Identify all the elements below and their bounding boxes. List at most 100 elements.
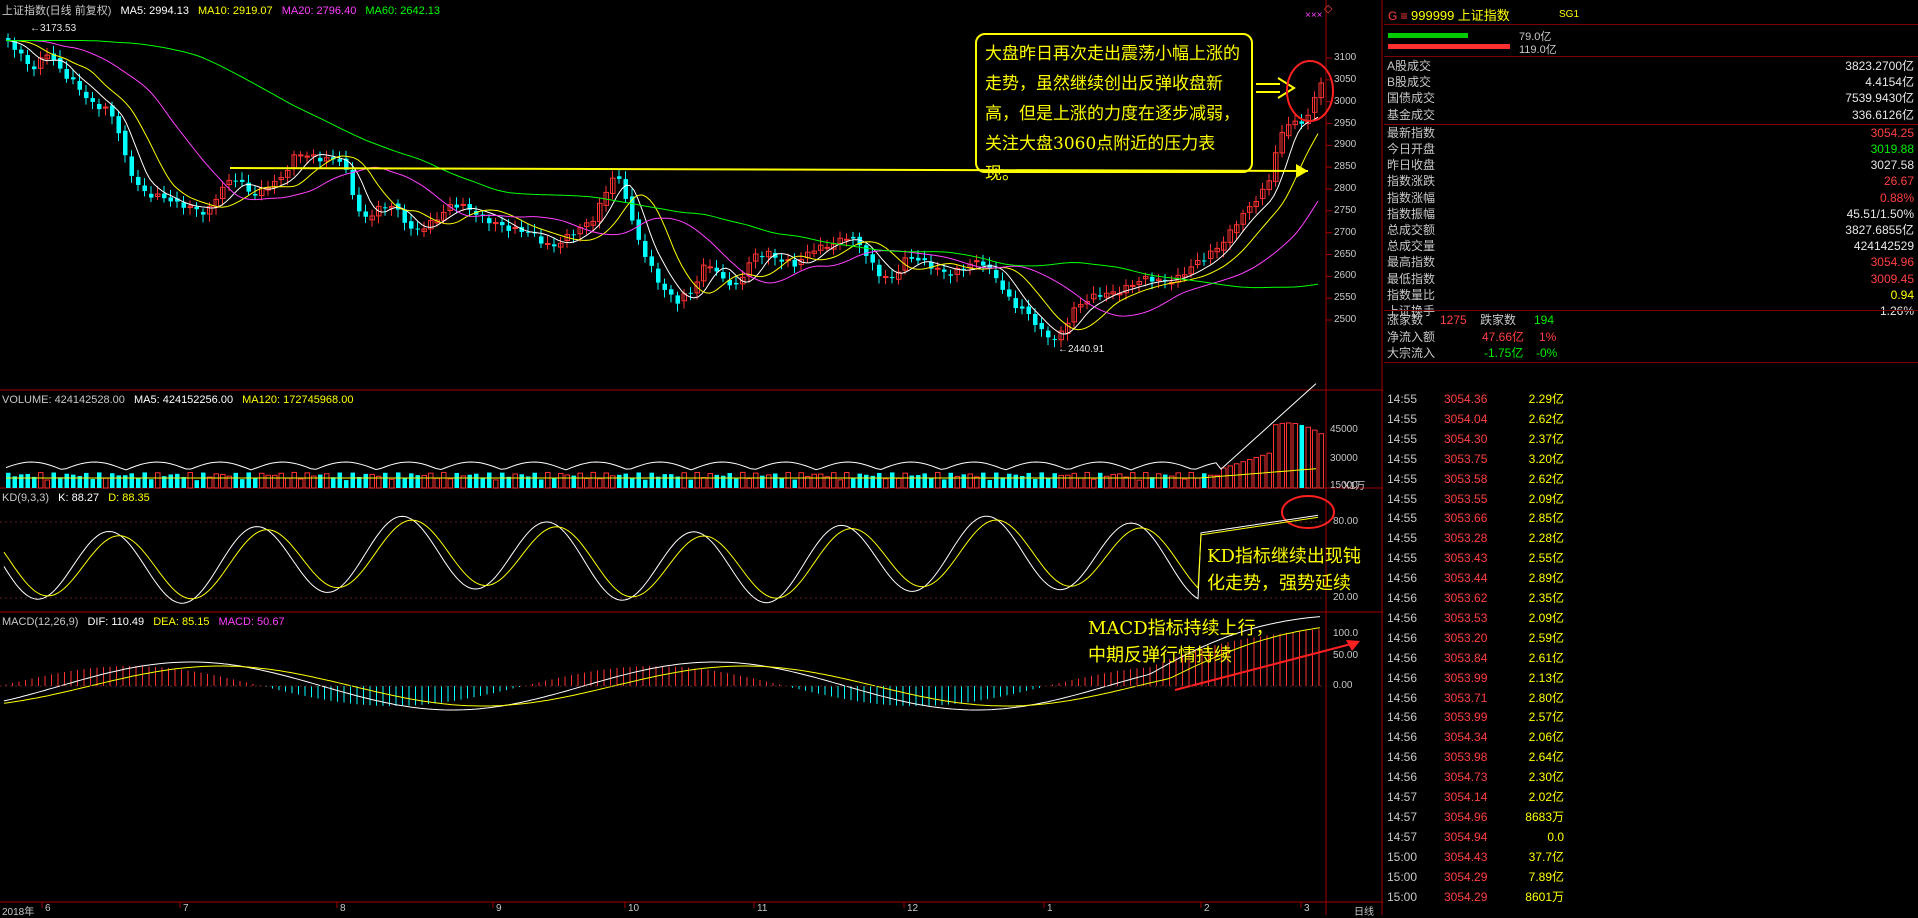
kd-annotation-line-2: 化走势，强势延续 (1207, 573, 1351, 594)
candle-body (369, 215, 375, 221)
volume-bar (207, 476, 213, 489)
trade-row: 14:56 3053.20 2.59亿 (1384, 630, 1918, 647)
ma5-label: MA5: 2994.13 (120, 5, 189, 17)
price-tick-label: 3050 (1334, 73, 1357, 85)
volume-bar (877, 472, 882, 488)
candle-body (1013, 298, 1018, 309)
stock-header[interactable]: G ≡ 999999 上证指数 (1388, 5, 1510, 24)
candle-body (961, 268, 966, 270)
candle-body (1247, 206, 1253, 213)
volume-bar (590, 471, 596, 489)
candle-body (187, 205, 193, 208)
volume-bar (1084, 471, 1090, 489)
volume-bar (12, 476, 17, 488)
trade-price: 3054.94 (1444, 829, 1488, 844)
candle-body (727, 279, 732, 286)
candle-body (64, 69, 69, 79)
candle-body (1078, 304, 1084, 308)
stat-row: 总成交额 3827.6855亿 (1384, 222, 1918, 239)
candle-body (272, 180, 278, 188)
candle-body (253, 193, 258, 196)
candle-body (753, 253, 759, 262)
candle-body (636, 219, 641, 240)
trade-price: 3054.29 (1444, 869, 1488, 884)
trade-time: 14:55 (1387, 471, 1418, 486)
volume-bar (929, 477, 934, 488)
volume-bar (942, 479, 947, 488)
candle-body (656, 268, 661, 283)
candle-body (454, 204, 459, 208)
volume-bar (519, 474, 524, 488)
candle-body (123, 130, 128, 156)
volume-bar (272, 474, 278, 489)
volume-bar (909, 475, 914, 488)
candle-body (1098, 295, 1103, 297)
stat-row: 上证换手 1.26% (1384, 303, 1918, 320)
trade-volume: 0.0 (1547, 829, 1564, 844)
trade-time: 15:00 (1387, 889, 1418, 904)
volume-bar (421, 474, 427, 489)
volume-bar (1065, 474, 1071, 489)
candle-body (1046, 330, 1051, 338)
volume-bar (870, 475, 875, 488)
candle-body (1123, 285, 1129, 294)
candle-body (1266, 180, 1272, 191)
candle-body (162, 193, 167, 199)
chart-area[interactable]: 上证指数(日线 前复权) MA5: 2994.13 MA10: 2919.07 … (0, 0, 1383, 918)
candle-body (844, 238, 850, 241)
trade-price: 3053.66 (1444, 511, 1488, 526)
trade-price: 3053.43 (1444, 551, 1488, 566)
volume-bar (298, 478, 304, 489)
candle-body (1052, 338, 1057, 340)
candle-body (896, 271, 902, 280)
stat-row: 指数涨跌 26.67 (1384, 173, 1918, 190)
trade-volume: 7.89亿 (1528, 869, 1564, 884)
candle-body (1234, 224, 1240, 234)
trade-row: 14:57 3054.96 8683万 (1384, 809, 1918, 826)
stock-code: 999999 (1411, 8, 1455, 23)
trade-row: 14:56 3053.99 2.13亿 (1384, 670, 1918, 687)
volume-bar (630, 477, 635, 488)
ma20-label: MA20: 2796.40 (281, 5, 357, 17)
candle-body (90, 98, 95, 102)
green-bar (1388, 33, 1468, 38)
trade-row: 15:00 3054.29 7.89亿 (1384, 869, 1918, 886)
trade-volume: 2.89亿 (1528, 571, 1564, 586)
candle-body (1020, 306, 1025, 309)
volume-bar (896, 477, 902, 489)
candle-body (974, 260, 980, 263)
volume-bar (811, 473, 817, 489)
volume-bar (851, 477, 856, 488)
volume-bar (213, 473, 219, 489)
stat-label: 基金成交 (1387, 107, 1436, 122)
low-label: ←2440.91 (1058, 344, 1105, 355)
stat-row: A股成交 3823.2700亿 (1384, 58, 1918, 75)
candle-body (136, 176, 141, 185)
volume-bar (441, 471, 447, 489)
trade-row: 15:00 3054.43 37.7亿 (1384, 849, 1918, 866)
volume-bar (58, 477, 63, 488)
volume-bar (981, 472, 986, 488)
candle-body (467, 204, 472, 210)
stat-row: 指数涨幅 0.88% (1384, 190, 1918, 207)
candlestick-chart-svg[interactable] (0, 0, 1383, 915)
volume-bar (1266, 452, 1272, 489)
trade-time: 14:56 (1387, 710, 1418, 725)
trade-row: 14:55 3053.55 2.09亿 (1384, 491, 1918, 508)
resistance-arrowhead (1296, 164, 1308, 178)
volume-unit-label: X1万 (1343, 481, 1366, 492)
price-tick-label: 3000 (1334, 95, 1357, 107)
candle-body (1286, 124, 1292, 137)
volume-bar (974, 476, 980, 489)
candle-body (402, 209, 407, 223)
trade-row: 14:56 3053.99 2.57亿 (1384, 709, 1918, 726)
volume-bar (291, 471, 297, 489)
macd-trend-arrow (1174, 642, 1356, 691)
volume-bar (337, 472, 342, 488)
stat-value: 4.4154亿 (1865, 75, 1914, 90)
main-annotation: 大盘昨日再次走出震荡小幅上涨的走势，虽然继续创出反弹收盘新高，但是上涨的力度在逐… (975, 33, 1253, 184)
up-count-label: 涨家数 (1387, 313, 1424, 327)
volume-bar (311, 475, 317, 489)
candle-body (552, 244, 557, 247)
candle-body (707, 266, 713, 269)
